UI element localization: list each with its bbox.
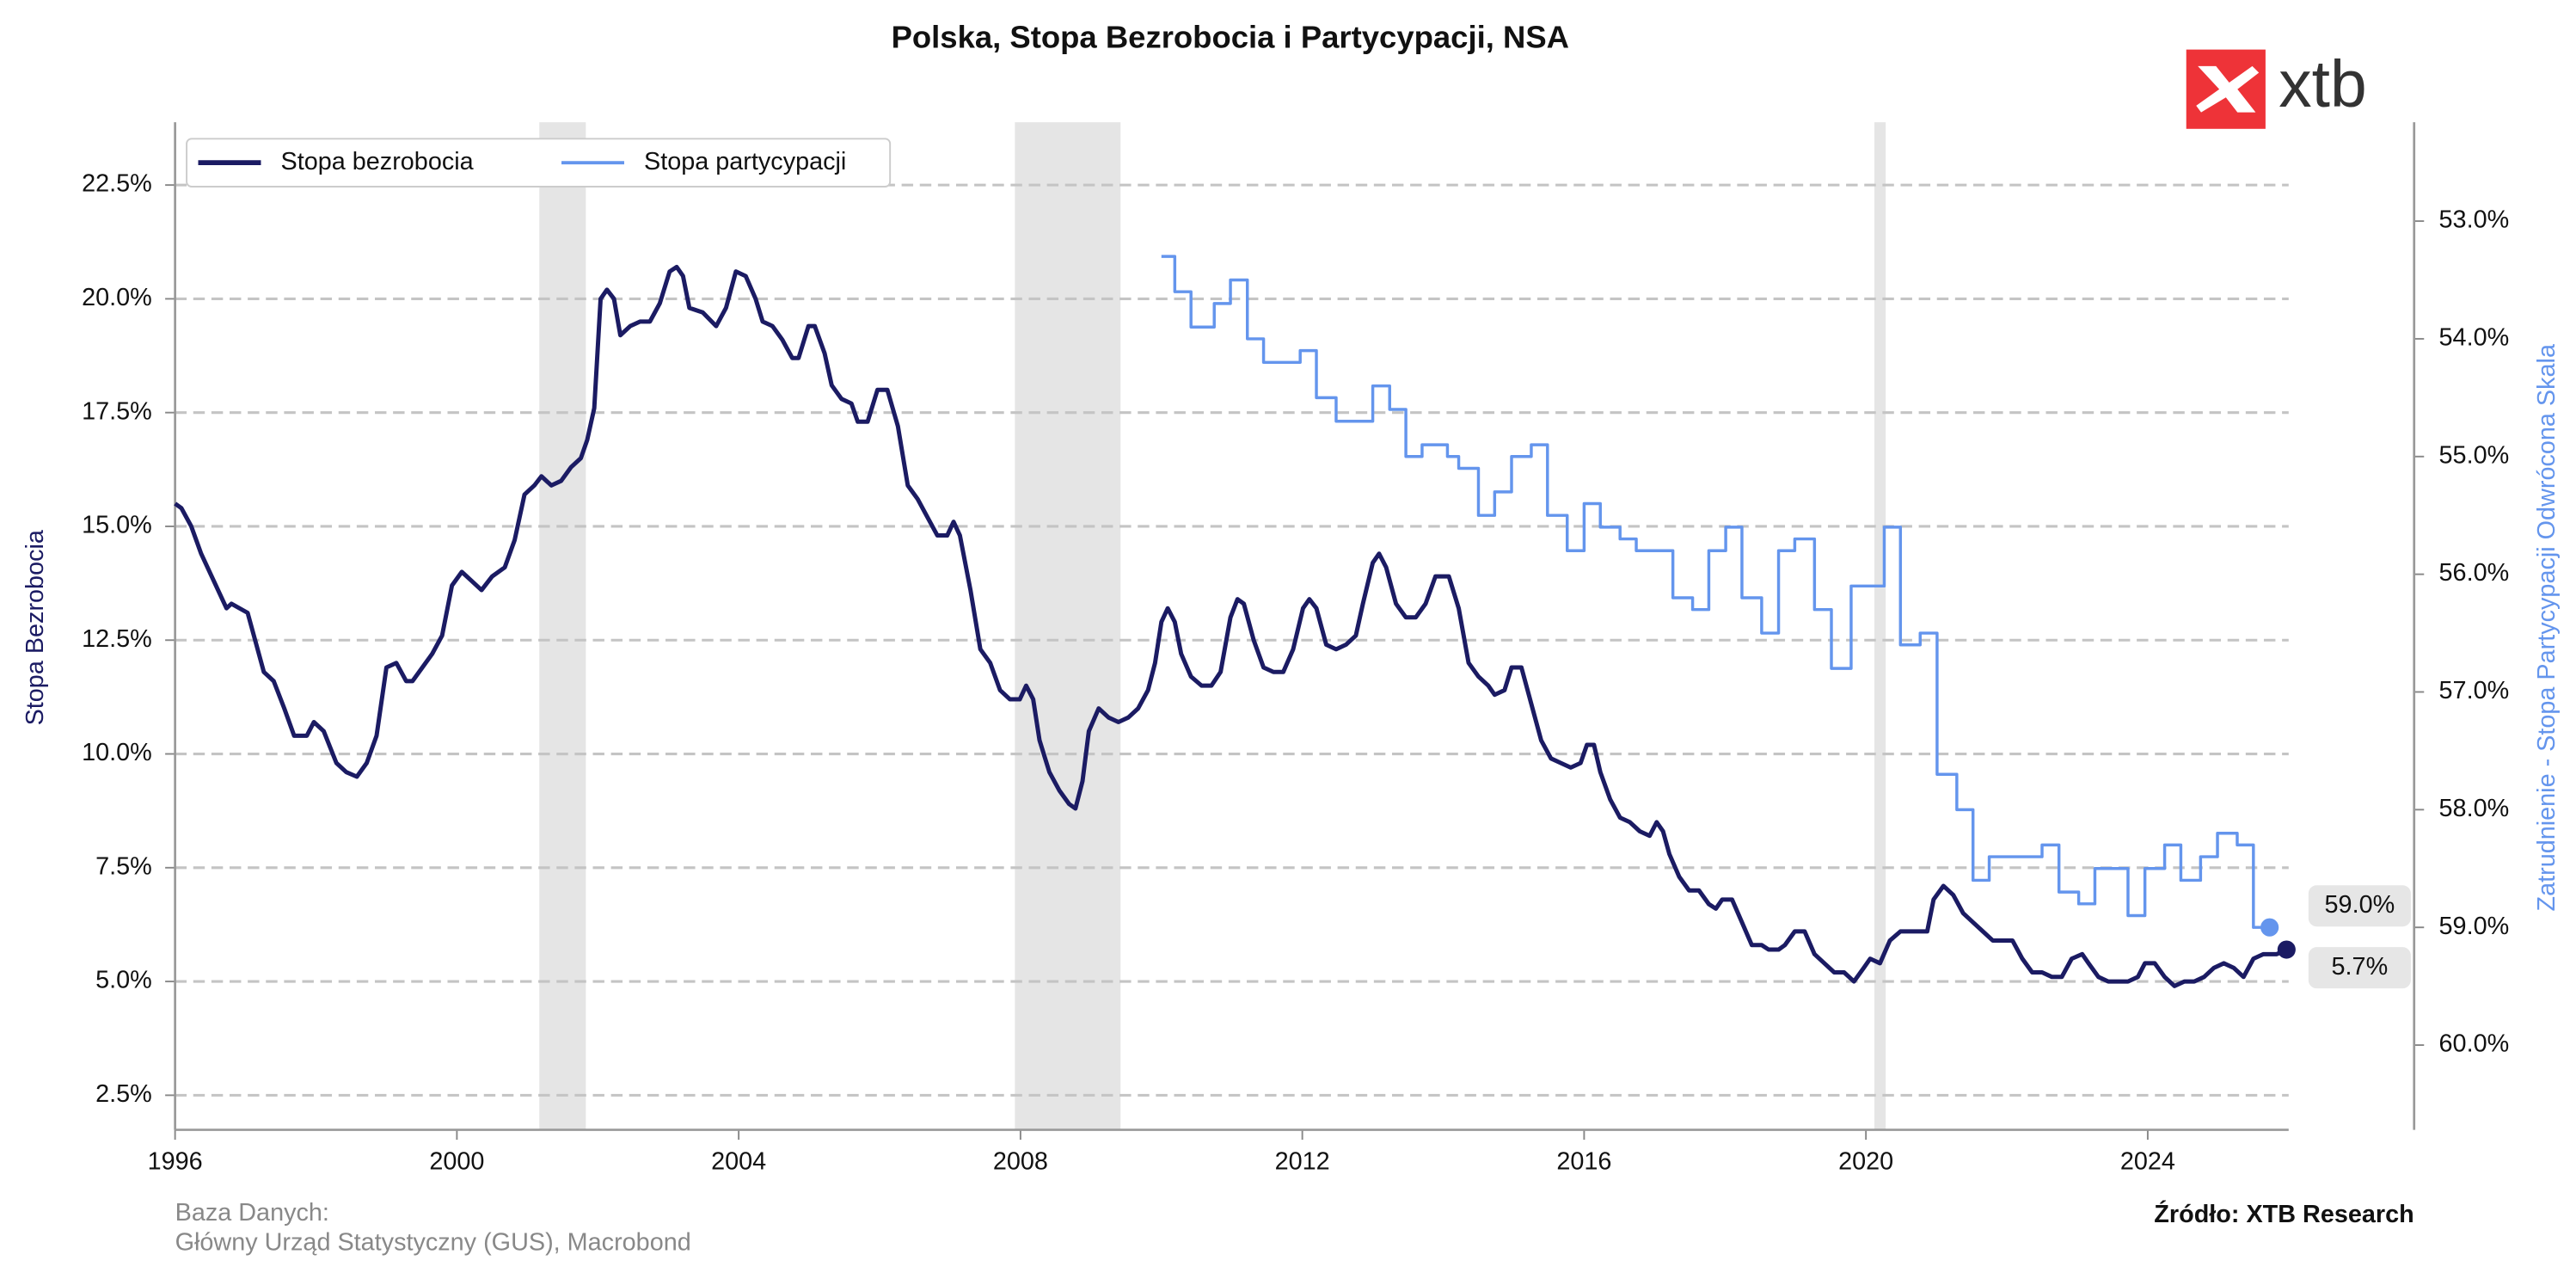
series-line xyxy=(1161,255,2270,929)
background-layer xyxy=(175,122,2289,1130)
y-tick-label: 12.5% xyxy=(82,625,152,653)
y2-tick-label: 56.0% xyxy=(2439,559,2510,587)
x-tick-label: 2016 xyxy=(1556,1148,1611,1176)
legend-label: Stopa bezrobocia xyxy=(281,148,475,175)
x-tick-label: 2012 xyxy=(1275,1148,1330,1176)
end-label: 5.7% xyxy=(2332,953,2389,981)
x-tick-label: 2000 xyxy=(429,1148,484,1176)
y-tick-label: 5.0% xyxy=(95,967,152,994)
y-axis-label: Stopa Bezrobocia xyxy=(21,529,49,725)
y-tick-label: 2.5% xyxy=(95,1080,152,1108)
chart-title: Polska, Stopa Bezrobocia i Partycypacji,… xyxy=(892,20,1569,55)
y-tick-label: 15.0% xyxy=(82,512,152,539)
logo-text: xtb xyxy=(2279,47,2366,121)
end-label-box xyxy=(2308,947,2411,989)
y2-tick-label: 55.0% xyxy=(2439,441,2510,469)
x-tick-label: 1996 xyxy=(148,1148,203,1176)
legend-box xyxy=(186,138,892,188)
end-point xyxy=(2277,940,2296,959)
series-line xyxy=(174,264,2288,988)
x-tick-label: 2024 xyxy=(2120,1148,2175,1176)
end-label-box xyxy=(2308,885,2411,927)
logo-mark xyxy=(2196,65,2260,113)
y2-tick-label: 58.0% xyxy=(2439,795,2510,822)
y2-axis-label: Zatrudnienie - Stopa Partycypacji Odwróc… xyxy=(2533,343,2561,911)
y-tick-label: 20.0% xyxy=(82,284,152,311)
recession-band xyxy=(539,122,586,1130)
x-tick-label: 2008 xyxy=(993,1148,1048,1176)
end-label: 59.0% xyxy=(2325,891,2395,919)
note-title: Baza Danych: xyxy=(175,1199,329,1227)
source: Źródło: XTB Research xyxy=(2154,1199,2413,1228)
x-tick-label: 2004 xyxy=(711,1148,766,1176)
recession-band xyxy=(1015,122,1121,1130)
y2-tick-label: 53.0% xyxy=(2439,206,2510,234)
y2-tick-label: 54.0% xyxy=(2439,324,2510,352)
y-tick-label: 7.5% xyxy=(95,852,152,880)
note-text: Główny Urząd Statystyczny (GUS), Macrobo… xyxy=(175,1229,691,1257)
y-tick-label: 17.5% xyxy=(82,397,152,425)
y2-tick-label: 57.0% xyxy=(2439,677,2510,704)
y-tick-label: 10.0% xyxy=(82,739,152,766)
y-tick-label: 22.5% xyxy=(82,170,152,198)
x-tick-label: 2020 xyxy=(1838,1148,1893,1176)
end-point xyxy=(2260,918,2279,937)
y2-tick-label: 60.0% xyxy=(2439,1030,2510,1058)
recession-band xyxy=(1874,122,1886,1130)
legend-label: Stopa partycypacji xyxy=(644,148,846,175)
y2-tick-label: 59.0% xyxy=(2439,913,2510,940)
